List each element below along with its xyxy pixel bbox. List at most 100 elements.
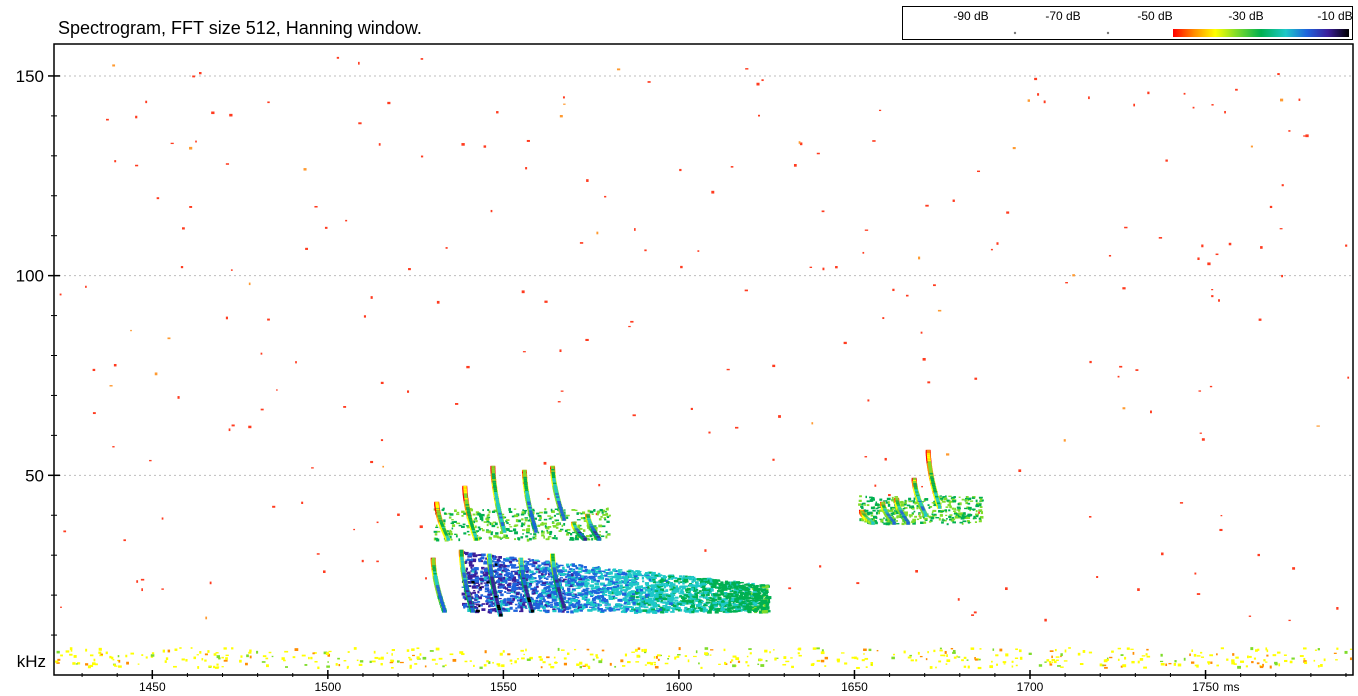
call-core [552, 565, 556, 569]
call-core [559, 596, 563, 600]
energy-cell [531, 508, 535, 511]
energy-cell [268, 651, 272, 654]
energy-cell [708, 606, 712, 608]
energy-cell [662, 601, 667, 604]
energy-cell [919, 516, 922, 520]
energy-cell [891, 656, 895, 660]
energy-cell [710, 585, 713, 588]
energy-cell [722, 583, 727, 587]
energy-cell [56, 662, 60, 664]
energy-cell [700, 585, 706, 589]
energy-cell [687, 601, 693, 605]
noise-speckle [161, 517, 164, 520]
energy-cell [774, 657, 777, 661]
energy-cell [665, 581, 670, 585]
energy-cell [934, 515, 937, 517]
call-core [461, 569, 466, 573]
energy-cell [658, 590, 663, 594]
energy-cell [477, 590, 480, 594]
noise-speckle [425, 577, 427, 580]
energy-cell [693, 579, 696, 582]
energy-cell [567, 590, 571, 593]
noise-speckle [864, 456, 868, 458]
energy-cell [860, 518, 864, 521]
call-core [554, 491, 559, 495]
noise-speckle [918, 256, 921, 260]
energy-cell [525, 648, 527, 652]
energy-cell [491, 522, 494, 526]
energy-cell [661, 594, 666, 596]
energy-cell [635, 596, 639, 599]
energy-cell [481, 608, 486, 611]
energy-cell [609, 577, 614, 581]
energy-cell [648, 578, 652, 582]
call-core [522, 469, 527, 473]
energy-cell [762, 592, 767, 594]
energy-cell [720, 602, 725, 606]
energy-cell [505, 581, 508, 584]
energy-cell [556, 601, 559, 604]
call-core [494, 597, 499, 601]
call-core [521, 577, 526, 581]
energy-cell [697, 607, 701, 609]
energy-cell [487, 610, 491, 614]
energy-cell [607, 606, 612, 609]
energy-cell [575, 566, 579, 570]
energy-cell [474, 576, 480, 580]
energy-cell [721, 588, 725, 592]
energy-cell [408, 656, 411, 659]
call-core [460, 558, 464, 562]
call-core [553, 575, 558, 579]
energy-cell [474, 599, 478, 601]
energy-cell [553, 605, 557, 609]
energy-cell [696, 598, 701, 601]
call-core [434, 579, 438, 583]
energy-cell [728, 584, 732, 587]
energy-cell [515, 607, 518, 610]
energy-cell [702, 607, 707, 610]
energy-cell [575, 576, 579, 578]
energy-cell [493, 575, 499, 578]
energy-cell [488, 510, 491, 514]
energy-cell [536, 580, 542, 583]
energy-cell [561, 610, 565, 613]
call-core [488, 558, 492, 562]
noise-speckle [905, 294, 909, 297]
energy-cell [467, 534, 471, 536]
energy-cell [628, 579, 632, 582]
energy-cell [221, 666, 224, 668]
energy-cell [573, 610, 577, 613]
energy-cell [544, 587, 547, 590]
energy-cell [963, 656, 967, 659]
noise-speckle [522, 351, 526, 353]
energy-cell [711, 599, 716, 602]
energy-cell [883, 517, 885, 520]
energy-cell [472, 513, 476, 516]
x-axis-unit: ms [1224, 680, 1240, 694]
energy-cell [971, 508, 976, 511]
energy-cell [570, 579, 574, 582]
energy-cell [687, 659, 690, 663]
energy-cell [100, 653, 103, 656]
energy-cell [455, 533, 458, 536]
energy-cell [179, 647, 182, 649]
energy-cell [588, 575, 593, 579]
energy-cell [608, 514, 611, 517]
energy-cell [605, 606, 610, 609]
energy-cell [662, 583, 665, 586]
energy-cell [705, 595, 708, 598]
energy-cell [478, 554, 482, 556]
noise-speckle [419, 525, 423, 529]
energy-cell [689, 583, 694, 587]
energy-cell [939, 497, 944, 500]
x-axis: 1450 1500 1550 1600 1650 1700 1750 ms [81, 670, 1347, 694]
energy-cell [624, 599, 629, 603]
energy-cell [758, 602, 764, 605]
energy-cell [534, 534, 537, 538]
energy-cell [526, 586, 530, 588]
energy-cell [516, 587, 520, 589]
energy-cell [520, 525, 524, 528]
energy-cell [607, 575, 613, 578]
energy-cell [962, 520, 967, 523]
energy-cell [550, 591, 556, 594]
